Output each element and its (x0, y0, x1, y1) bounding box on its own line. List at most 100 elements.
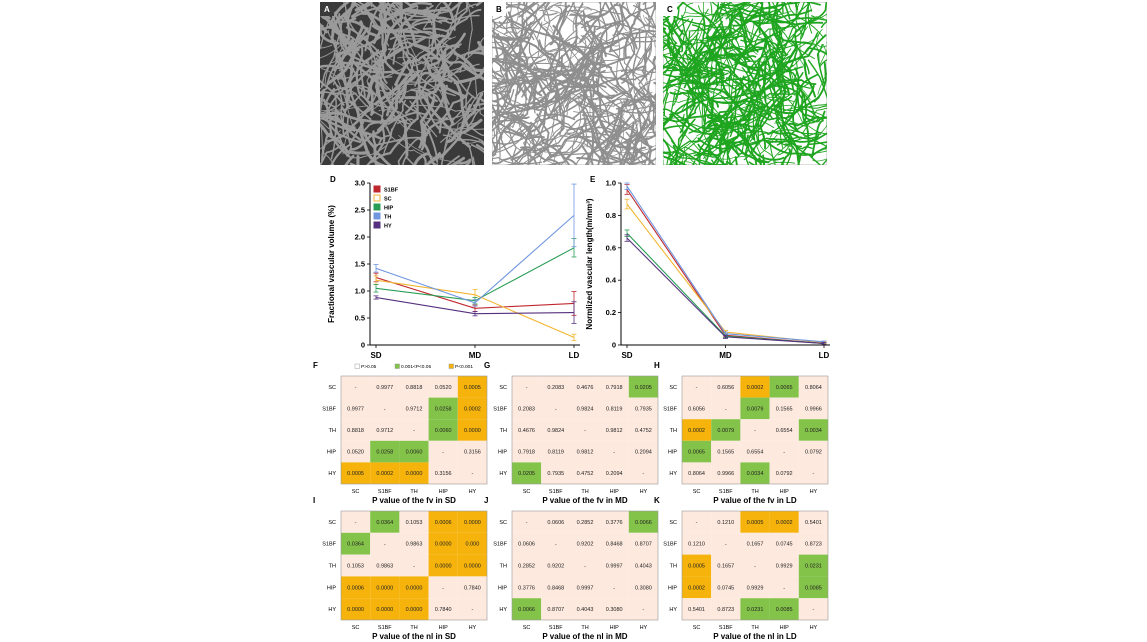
panel-letter-bg (492, 2, 506, 16)
vessel-segment (811, 110, 826, 158)
vessel-segment (584, 65, 626, 80)
cell-value: - (555, 542, 557, 548)
vessel-segment (620, 1, 638, 50)
cell-value: 0.0000 (464, 520, 481, 526)
table-title: P value of the fv in SD (372, 496, 456, 505)
cell-bg (599, 511, 629, 533)
vessel-segment (720, 94, 756, 160)
cell-bg (428, 511, 458, 533)
vessel-segment (806, 0, 812, 12)
cell-bg (428, 376, 458, 398)
cell-bg (682, 462, 712, 484)
vessel-segment (735, 0, 766, 61)
vessel-segment (400, 116, 409, 157)
cell-value: - (471, 607, 473, 613)
vessel-segment (506, 104, 576, 121)
cell-value: 0.0065 (776, 385, 793, 391)
cell-value: 0.6554 (747, 450, 764, 456)
vessel-segment (792, 44, 815, 67)
cell-bg (628, 554, 658, 577)
cell-bg (457, 440, 487, 463)
table-border (340, 510, 488, 621)
vessel-segment (534, 114, 556, 122)
cell-bg (541, 554, 571, 577)
vessel-segment (506, 0, 512, 34)
col-label: HIP (439, 625, 449, 631)
cell-value: 0.3776 (518, 585, 535, 591)
cell-bg (711, 598, 741, 620)
cell-value: 0.0002 (688, 585, 705, 591)
cell-value: 0.0745 (776, 542, 793, 548)
vessel-segment (709, 0, 713, 16)
vessel-segment (320, 12, 345, 88)
cell-bg (399, 576, 429, 599)
cell-value: 0.0000 (376, 607, 393, 613)
y-tick-label: 1.0 (606, 179, 616, 188)
cell-bg (512, 376, 542, 398)
vessel-segment (719, 4, 781, 18)
vessel-segment (529, 0, 554, 32)
vessel-segment (662, 68, 707, 78)
vessel-segment (577, 37, 630, 62)
vessel-segment (561, 96, 603, 104)
row-label: TH (670, 564, 677, 570)
vessel-segment (521, 74, 546, 98)
cell-bg (570, 554, 600, 577)
panel-letter: B (496, 5, 502, 14)
vessel-segment (552, 36, 613, 69)
vessel-segment (308, 113, 370, 155)
cell-bg (599, 376, 629, 398)
vessel-segment (573, 0, 621, 27)
vessel-segment (440, 95, 474, 166)
row-label: HY (499, 607, 507, 613)
col-label: HY (810, 489, 818, 495)
col-label: HIP (780, 625, 790, 631)
vessel-segment (683, 51, 724, 76)
col-label: SC (693, 489, 701, 495)
vessel-segment (761, 54, 793, 89)
cell-value: 0.8119 (548, 450, 564, 456)
vessel-segment (772, 71, 815, 115)
col-label: HIP (610, 625, 620, 631)
cell-bg (740, 554, 770, 577)
vessel-segment (608, 31, 639, 53)
vessel-segment (815, 28, 823, 63)
vessel-segment (555, 125, 601, 158)
cell-value: 0.0005 (688, 564, 705, 570)
cell-value: 0.0000 (464, 564, 481, 570)
vessel-segment (777, 74, 811, 89)
cell-bg (512, 462, 542, 484)
cell-value: 0.1657 (717, 564, 734, 570)
vessel-segment (371, 24, 419, 34)
cell-value: 0.0520 (347, 450, 364, 456)
cell-value: 0.0002 (688, 428, 705, 434)
cell-value: 0.3156 (464, 450, 481, 456)
vessel-segment (573, 110, 616, 123)
vessel-segment (345, 45, 361, 87)
col-label: S1BF (378, 489, 392, 495)
cell-value: 0.8119 (606, 406, 622, 412)
cell-bg (541, 462, 571, 484)
vessel-segment (784, 31, 821, 62)
legend-label-HY: HY (384, 224, 392, 230)
col-label: SC (523, 489, 531, 495)
vessel-segment (594, 86, 633, 126)
col-label: TH (581, 625, 588, 631)
vessel-segment (383, 128, 393, 155)
vessel-segment (802, 93, 810, 149)
vessel-segment (328, 0, 353, 30)
y-tick-label: 1.5 (355, 260, 365, 269)
vessel-segment (423, 8, 482, 33)
cell-bg (512, 397, 542, 420)
vessel-segment (496, 58, 552, 94)
vessel-segment (583, 35, 632, 83)
cell-value: 0.0085 (776, 607, 793, 613)
vessel-segment (590, 31, 606, 55)
cell-value: - (355, 385, 357, 391)
row-label: SC (499, 385, 507, 391)
vessel-segment (372, 0, 387, 45)
vessel-segment (718, 113, 734, 154)
cell-bg (628, 419, 658, 441)
cell-bg (769, 576, 799, 599)
vessel-segment (776, 22, 801, 94)
